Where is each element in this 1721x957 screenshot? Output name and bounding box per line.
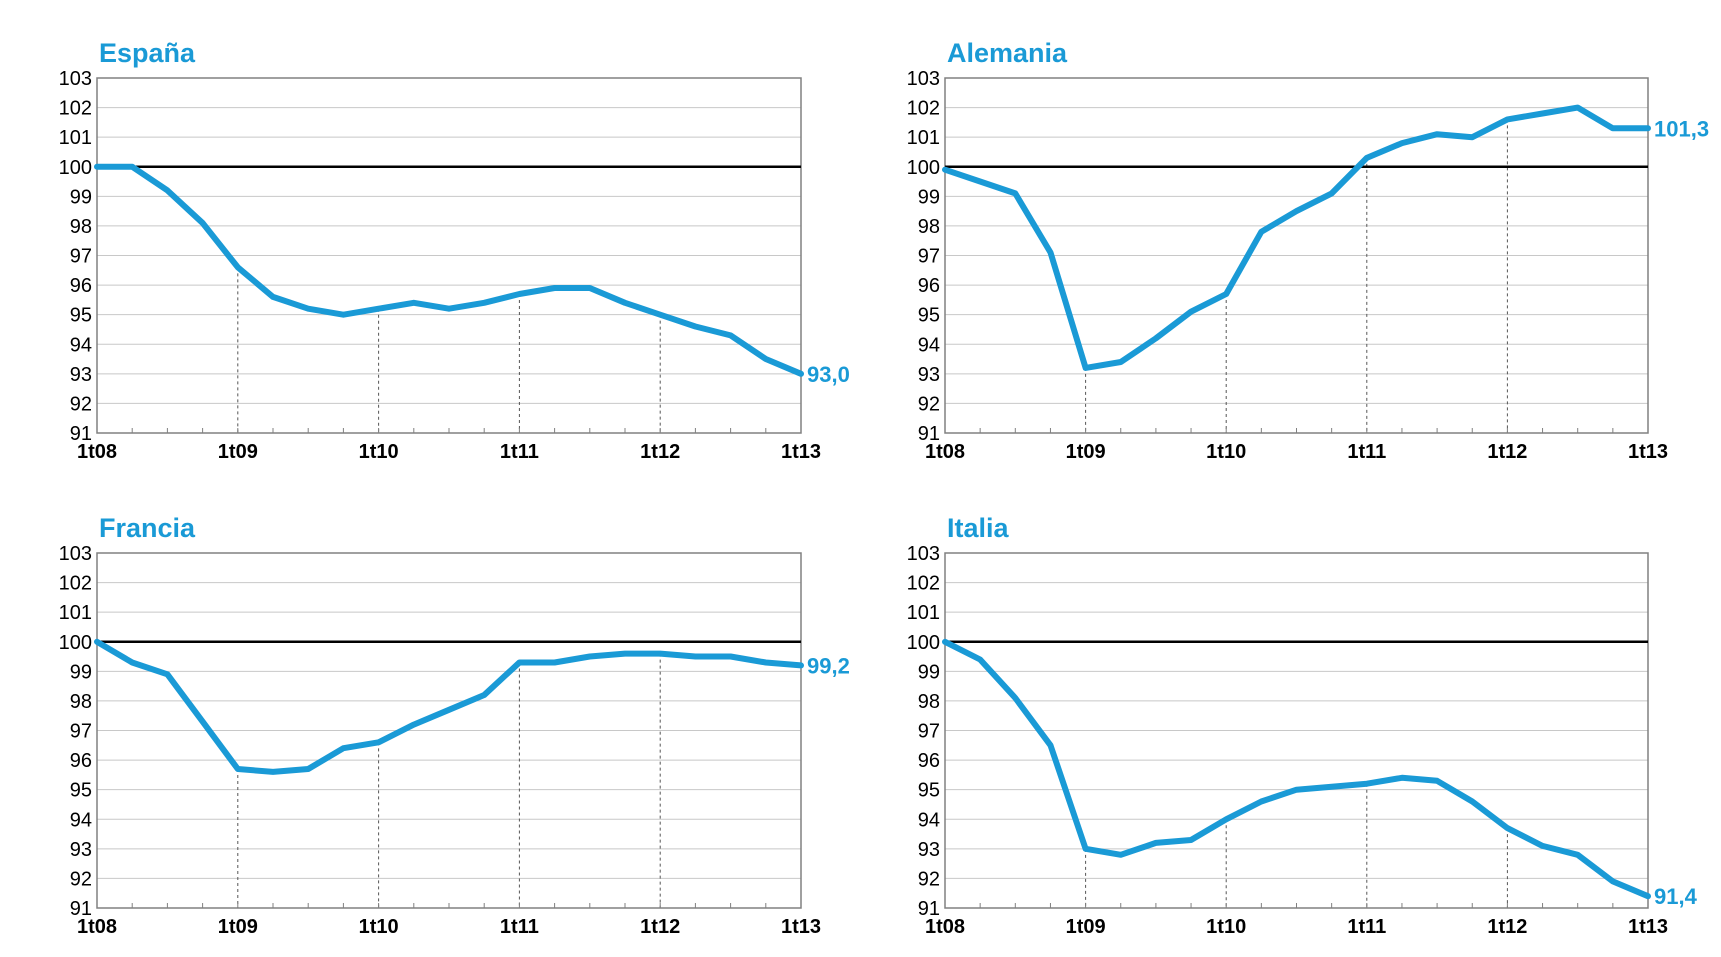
y-tick-label: 94 <box>918 809 940 831</box>
y-tick-label: 97 <box>70 246 92 268</box>
series-line <box>94 638 804 775</box>
y-tick-label: 96 <box>70 750 92 772</box>
end-value-label: 99,2 <box>807 653 850 678</box>
y-tick-label: 103 <box>907 68 940 90</box>
y-tick-label: 93 <box>918 839 940 861</box>
y-tick-label: 100 <box>907 157 940 179</box>
y-tick-label: 96 <box>70 275 92 297</box>
x-tick-label: 1t13 <box>781 916 821 938</box>
y-tick-label: 102 <box>59 98 92 120</box>
y-tick-label: 91 <box>70 423 92 445</box>
x-tick-label: 1t11 <box>500 441 539 463</box>
panel-title: España <box>99 38 196 68</box>
y-tick-label: 102 <box>59 573 92 595</box>
y-tick-label: 99 <box>918 186 940 208</box>
y-tick-label: 101 <box>59 602 92 624</box>
y-tick-label: 97 <box>70 721 92 743</box>
panel-title: Alemania <box>947 38 1068 68</box>
y-tick-label: 92 <box>918 393 940 415</box>
x-tick-label: 1t10 <box>1206 916 1246 938</box>
x-tick-label: 1t08 <box>925 916 965 938</box>
series-line <box>94 163 804 377</box>
y-tick-label: 103 <box>59 543 92 565</box>
series-line <box>942 104 1651 371</box>
end-value-label: 101,3 <box>1654 116 1709 141</box>
x-tick-label: 1t13 <box>781 441 821 463</box>
panel-title: Italia <box>947 513 1010 543</box>
y-tick-label: 96 <box>918 275 940 297</box>
x-tick-label: 1t09 <box>218 916 258 938</box>
y-tick-label: 93 <box>918 364 940 386</box>
y-tick-label: 99 <box>70 661 92 683</box>
y-tick-label: 103 <box>907 543 940 565</box>
y-tick-label: 98 <box>918 216 940 238</box>
end-value-label: 93,0 <box>807 362 850 387</box>
y-tick-label: 101 <box>907 602 940 624</box>
x-tick-label: 1t12 <box>640 441 680 463</box>
x-tick-label: 1t10 <box>359 441 399 463</box>
x-tick-label: 1t09 <box>1066 441 1106 463</box>
x-tick-label: 1t09 <box>1066 916 1106 938</box>
y-tick-label: 103 <box>59 68 92 90</box>
x-tick-label: 1t11 <box>1347 916 1386 938</box>
y-tick-label: 97 <box>918 246 940 268</box>
end-value-label: 91,4 <box>1654 884 1698 909</box>
y-tick-label: 91 <box>70 898 92 920</box>
chart-panel-3: 91 92 93 94 95 96 97 98 99 100 101 102 103 1t08 1t09 1t… <box>907 513 1698 938</box>
y-tick-label: 98 <box>70 691 92 713</box>
y-tick-label: 102 <box>907 573 940 595</box>
x-tick-label: 1t08 <box>925 441 965 463</box>
x-tick-label: 1t10 <box>1206 441 1246 463</box>
x-tick-label: 1t08 <box>77 916 117 938</box>
y-tick-label: 99 <box>918 661 940 683</box>
y-tick-label: 91 <box>918 898 940 920</box>
y-tick-label: 94 <box>70 809 92 831</box>
y-tick-label: 98 <box>70 216 92 238</box>
y-tick-label: 92 <box>70 393 92 415</box>
x-tick-label: 1t11 <box>500 916 539 938</box>
y-tick-label: 95 <box>70 305 92 327</box>
x-tick-label: 1t12 <box>1487 916 1527 938</box>
y-tick-label: 93 <box>70 364 92 386</box>
x-tick-label: 1t08 <box>77 441 117 463</box>
panel-title: Francia <box>99 513 196 543</box>
y-tick-label: 94 <box>70 334 92 356</box>
x-tick-label: 1t12 <box>640 916 680 938</box>
y-tick-label: 92 <box>70 868 92 890</box>
x-tick-label: 1t13 <box>1628 916 1668 938</box>
y-tick-label: 100 <box>59 157 92 179</box>
chart-panel-0: 91 92 93 94 95 96 97 98 99 100 101 102 103 1t08 1t09 1t… <box>59 38 850 463</box>
x-tick-label: 1t09 <box>218 441 258 463</box>
y-tick-label: 96 <box>918 750 940 772</box>
y-tick-label: 93 <box>70 839 92 861</box>
y-tick-label: 95 <box>70 780 92 802</box>
x-tick-label: 1t11 <box>1347 441 1386 463</box>
x-tick-label: 1t10 <box>359 916 399 938</box>
y-tick-label: 98 <box>918 691 940 713</box>
y-tick-label: 95 <box>918 780 940 802</box>
x-tick-label: 1t12 <box>1487 441 1527 463</box>
y-tick-label: 100 <box>907 632 940 654</box>
y-tick-label: 94 <box>918 334 940 356</box>
y-tick-label: 101 <box>59 127 92 149</box>
y-tick-label: 95 <box>918 305 940 327</box>
y-tick-label: 99 <box>70 186 92 208</box>
series-line <box>942 638 1651 900</box>
x-tick-label: 1t13 <box>1628 441 1668 463</box>
y-tick-label: 97 <box>918 721 940 743</box>
y-tick-label: 100 <box>59 632 92 654</box>
y-tick-label: 102 <box>907 98 940 120</box>
y-tick-label: 91 <box>918 423 940 445</box>
chart-panel-2: 91 92 93 94 95 96 97 98 99 100 101 102 103 1t08 1t09 1t… <box>59 513 850 938</box>
y-tick-label: 92 <box>918 868 940 890</box>
chart-panel-1: 91 92 93 94 95 96 97 98 99 100 101 102 103 1t08 1t09 1t… <box>907 38 1709 463</box>
y-tick-label: 101 <box>907 127 940 149</box>
